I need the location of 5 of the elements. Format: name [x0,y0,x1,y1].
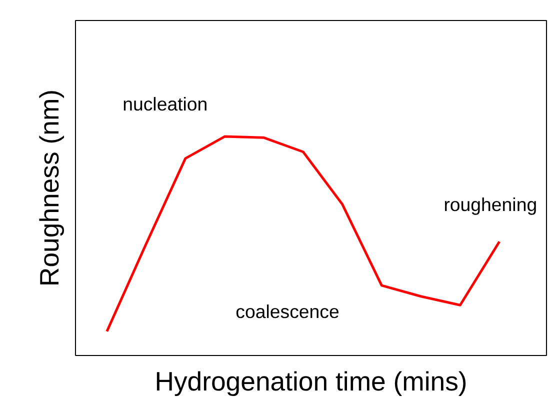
annotation: roughening [444,194,538,215]
y-axis-title: Roughness (nm) [34,89,64,287]
annotation: coalescence [236,301,340,322]
x-axis-title: Hydrogenation time (mins) [154,366,468,396]
text: nucleation [122,93,208,114]
